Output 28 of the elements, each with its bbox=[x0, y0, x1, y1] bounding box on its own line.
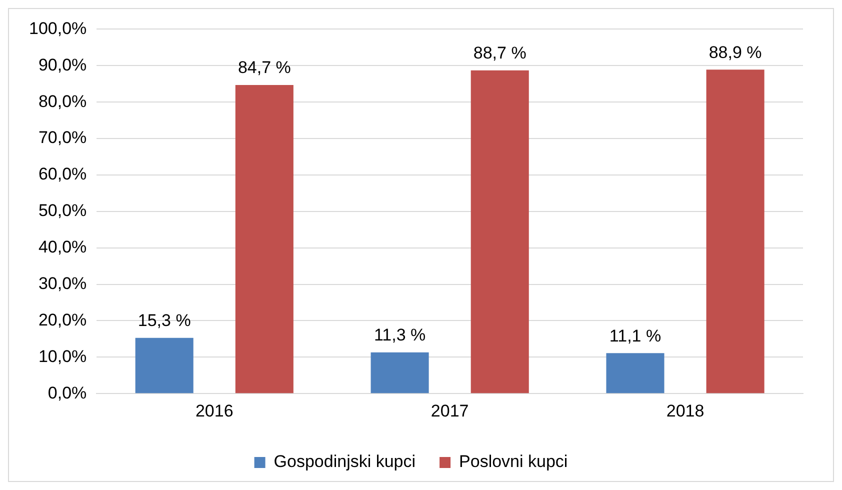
bar bbox=[706, 70, 764, 394]
y-tick-label: 20,0% bbox=[38, 310, 87, 330]
x-tick-label: 2016 bbox=[195, 401, 234, 420]
bar bbox=[370, 352, 429, 394]
x-tick-label: 2018 bbox=[666, 401, 704, 420]
bar bbox=[606, 353, 664, 394]
y-tick-label: 50,0% bbox=[38, 201, 87, 220]
y-tick-label: 10,0% bbox=[38, 346, 87, 366]
y-tick-label: 40,0% bbox=[38, 238, 87, 257]
y-tick-label: 80,0% bbox=[38, 92, 87, 111]
legend-label: Gospodinjski kupci bbox=[274, 452, 416, 472]
bar bbox=[235, 84, 294, 394]
y-tick-label: 60,0% bbox=[38, 164, 87, 184]
data-label: 15,3 % bbox=[138, 311, 191, 330]
data-label: 88,9 % bbox=[708, 42, 762, 62]
data-label: 11,1 % bbox=[609, 326, 662, 346]
y-tick-label: 30,0% bbox=[38, 274, 87, 293]
bar bbox=[135, 338, 194, 394]
y-tick-label: 0,0% bbox=[48, 383, 87, 402]
bar bbox=[470, 70, 529, 394]
data-label: 88,7 % bbox=[473, 44, 526, 63]
data-label: 11,3 % bbox=[374, 326, 426, 345]
data-label: 84,7 % bbox=[238, 58, 291, 78]
y-tick-label: 100,0% bbox=[28, 18, 87, 38]
legend-label: Poslovni kupci bbox=[459, 452, 568, 472]
x-tick-label: 2017 bbox=[430, 401, 469, 420]
y-tick-label: 70,0% bbox=[38, 128, 87, 148]
y-tick-label: 90,0% bbox=[38, 55, 87, 74]
